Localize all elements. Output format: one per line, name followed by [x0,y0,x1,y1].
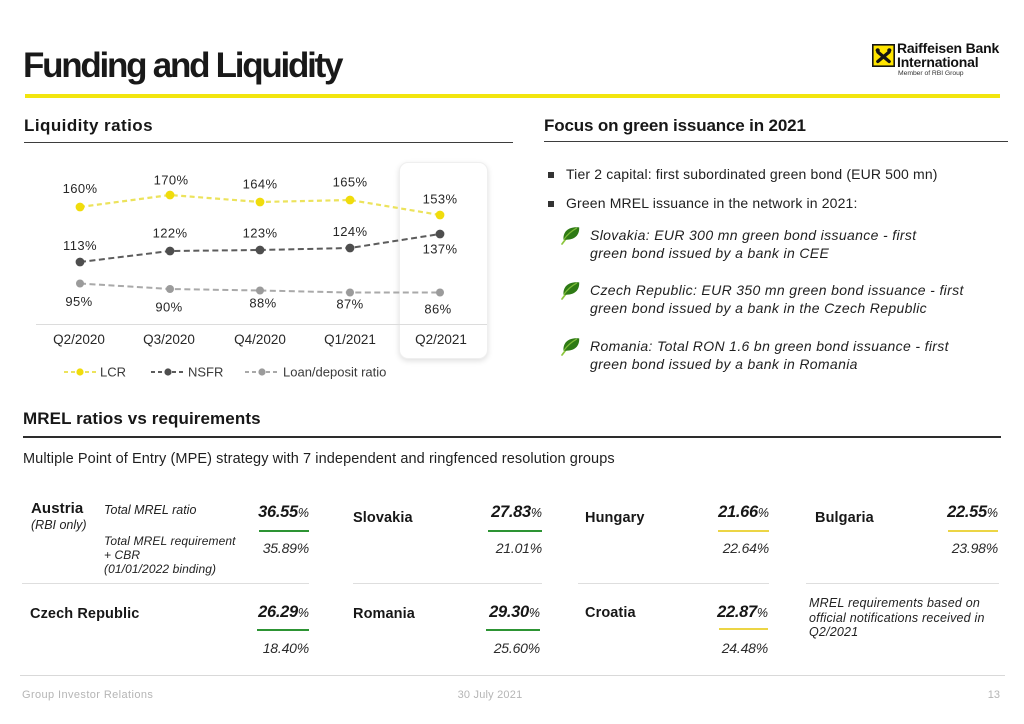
svg-text:Q1/2021: Q1/2021 [324,332,376,347]
svg-text:113%: 113% [63,238,97,253]
svg-text:123%: 123% [243,226,278,241]
svg-text:137%: 137% [423,242,458,257]
svg-text:Q4/2020: Q4/2020 [234,332,286,347]
svg-text:170%: 170% [154,173,189,188]
svg-text:Q3/2020: Q3/2020 [143,332,195,347]
svg-text:LCR: LCR [100,365,126,380]
svg-text:90%: 90% [155,300,182,315]
svg-text:95%: 95% [65,294,92,309]
svg-text:87%: 87% [336,297,363,312]
svg-text:122%: 122% [153,226,188,241]
svg-text:NSFR: NSFR [188,365,223,380]
svg-text:165%: 165% [333,175,368,190]
svg-text:86%: 86% [424,302,451,317]
svg-text:153%: 153% [423,192,458,207]
svg-text:160%: 160% [63,181,98,196]
svg-text:124%: 124% [333,224,368,239]
svg-text:Q2/2021: Q2/2021 [415,332,467,347]
svg-text:164%: 164% [243,177,278,192]
svg-text:Q2/2020: Q2/2020 [53,332,105,347]
svg-text:88%: 88% [249,296,276,311]
svg-text:Loan/deposit ratio: Loan/deposit ratio [283,365,386,380]
